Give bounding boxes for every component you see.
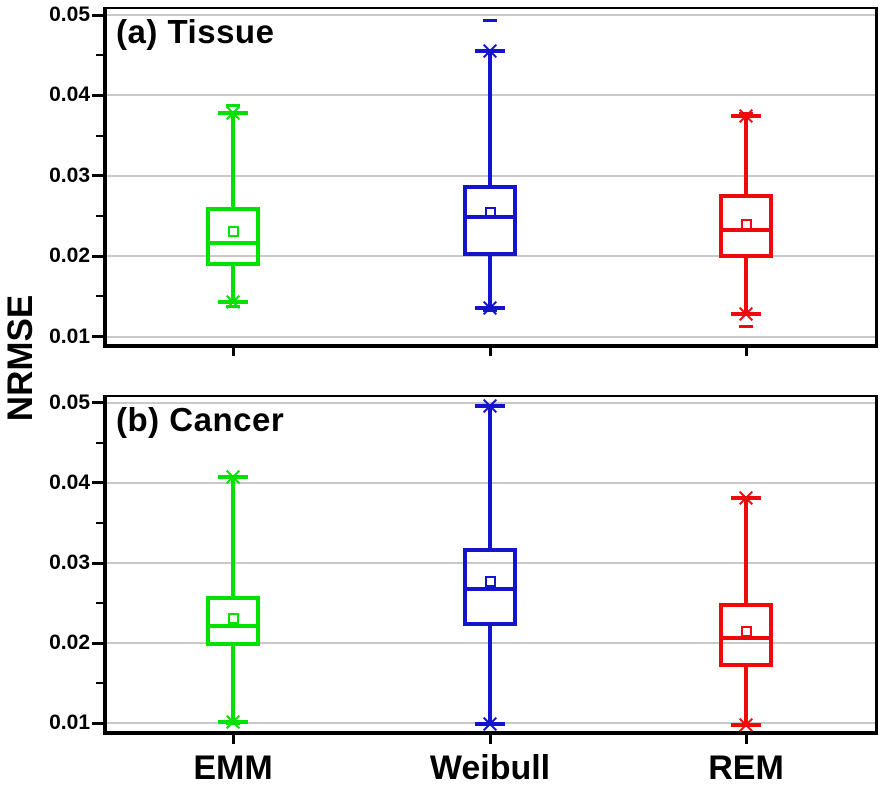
- x-tick: [744, 735, 748, 744]
- whisker-upper-emm: [231, 113, 235, 208]
- y-tick-label: 0.01: [49, 711, 90, 735]
- y-major-tick: [92, 174, 103, 178]
- y-major-tick: [92, 561, 103, 565]
- y-minor-tick: [96, 54, 103, 57]
- gridline: [107, 562, 875, 564]
- panel-cancer: (b) Cancer: [103, 395, 878, 735]
- y-minor-tick: [96, 602, 103, 605]
- y-tick-label: 0.02: [49, 631, 90, 655]
- whisker-lower-rem: [744, 667, 748, 725]
- median-line-weibull: [463, 587, 517, 592]
- y-tick-label: 0.02: [49, 244, 90, 268]
- mean-marker-weibull: [484, 206, 496, 218]
- x-tick: [231, 735, 235, 744]
- min-dash-weibull: [483, 723, 497, 727]
- whisker-lower-emm: [231, 265, 235, 303]
- y-minor-tick: [96, 295, 103, 298]
- y-major-tick: [92, 401, 103, 405]
- whisker-upper-emm: [231, 477, 235, 596]
- median-line-rem: [719, 227, 773, 232]
- y-tick-label: 0.05: [49, 390, 90, 414]
- max-dash-emm: [226, 103, 240, 107]
- x-tick: [744, 348, 748, 356]
- max-dash-rem: [739, 112, 753, 116]
- iqr-box-emm: [206, 595, 260, 646]
- whisker-lower-weibull: [488, 625, 492, 725]
- iqr-box-weibull: [463, 547, 517, 626]
- panel-tissue-title: (a) Tissue: [116, 13, 275, 50]
- x-tick: [231, 348, 235, 356]
- whisker-upper-rem: [744, 116, 748, 195]
- whisker-upper-weibull: [488, 51, 492, 185]
- mean-marker-emm: [227, 225, 239, 237]
- y-tick-label: 0.03: [49, 163, 90, 187]
- x-tick: [488, 348, 492, 356]
- y-tick-label: 0.01: [49, 324, 90, 348]
- max-dash-emm: [226, 474, 240, 478]
- mean-marker-weibull: [484, 575, 496, 587]
- max-dash-weibull: [483, 403, 497, 407]
- y-tick-label: 0.05: [49, 3, 90, 26]
- y-major-tick: [92, 335, 103, 339]
- min-dash-rem: [739, 324, 753, 328]
- panel-cancer-title: (b) Cancer: [116, 401, 285, 438]
- y-minor-tick: [96, 215, 103, 218]
- min-dash-weibull: [483, 309, 497, 313]
- x-axis-label-rem: REM: [708, 749, 784, 787]
- x-axis-label-emm: EMM: [193, 749, 273, 787]
- y-major-tick: [92, 93, 103, 97]
- y-minor-tick: [96, 682, 103, 685]
- x-axis-label-weibull: Weibull: [429, 749, 551, 787]
- panel-tissue-plot-area: [107, 9, 875, 344]
- y-minor-tick: [96, 521, 103, 524]
- iqr-box-emm: [206, 207, 260, 266]
- min-dash-emm: [226, 305, 240, 309]
- y-major-tick: [92, 13, 103, 17]
- iqr-box-rem: [719, 603, 773, 668]
- min-dash-emm: [226, 721, 240, 725]
- whisker-upper-weibull: [488, 405, 492, 548]
- x-tick: [488, 735, 492, 744]
- median-line-emm: [206, 623, 260, 628]
- min-dash-rem: [739, 724, 753, 728]
- whisker-lower-weibull: [488, 256, 492, 308]
- median-line-emm: [206, 241, 260, 246]
- mean-marker-emm: [227, 612, 239, 624]
- mean-marker-rem: [740, 218, 752, 230]
- whisker-upper-rem: [744, 498, 748, 604]
- y-major-tick: [92, 721, 103, 725]
- y-major-tick: [92, 254, 103, 258]
- whisker-lower-emm: [231, 645, 235, 723]
- y-major-tick: [92, 641, 103, 645]
- panel-cancer-plot-area: [107, 397, 875, 732]
- max-dash-weibull: [483, 19, 497, 23]
- median-line-rem: [719, 635, 773, 640]
- max-dash-rem: [739, 495, 753, 499]
- y-tick-label: 0.04: [49, 83, 90, 107]
- gridline: [107, 14, 875, 16]
- panel-tissue: (a) Tissue: [103, 7, 878, 348]
- whisker-lower-rem: [744, 257, 748, 315]
- mean-marker-rem: [740, 625, 752, 637]
- y-minor-tick: [96, 441, 103, 444]
- y-tick-label: 0.03: [49, 551, 90, 574]
- iqr-box-rem: [719, 194, 773, 258]
- y-major-tick: [92, 481, 103, 485]
- gridline: [107, 335, 875, 338]
- iqr-box-weibull: [463, 184, 517, 257]
- y-minor-tick: [96, 134, 103, 137]
- y-tick-label: 0.04: [49, 470, 90, 494]
